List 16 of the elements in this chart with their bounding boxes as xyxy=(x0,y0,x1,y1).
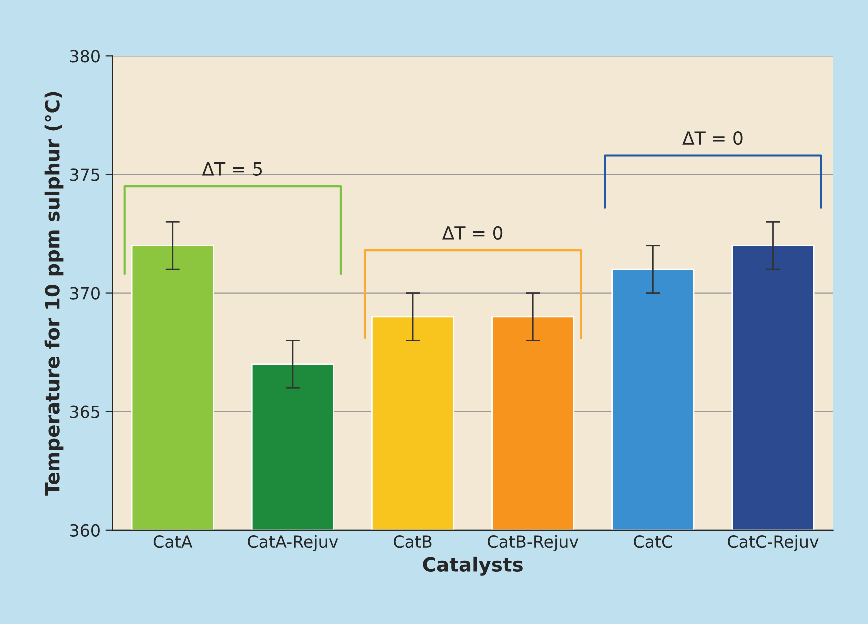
y-tick-label: 380 xyxy=(70,50,100,63)
x-tick-label: CatC-Rejuv xyxy=(728,535,819,552)
x-tick-label: CatB-Rejuv xyxy=(488,535,579,552)
annotation: ΔT = 0 xyxy=(682,131,743,146)
y-tick-label: 360 xyxy=(70,524,100,537)
y-tick-label: 375 xyxy=(70,168,100,182)
x-tick-label: CatB xyxy=(394,536,432,548)
y-tick-label: 370 xyxy=(70,287,100,300)
y-axis-title: Temperature for 10 ppm sulphur (°C) xyxy=(44,92,64,496)
x-axis-title: Catalysts xyxy=(423,556,523,576)
x-tick-label: CatC xyxy=(634,536,672,548)
x-tick-label: CatA xyxy=(154,536,193,548)
x-tick-label: CatA-Rejuv xyxy=(248,535,338,552)
annotation: ΔT = 0 xyxy=(442,226,503,240)
y-tick-label: 365 xyxy=(70,406,100,418)
annotation: ΔT = 5 xyxy=(202,162,262,176)
